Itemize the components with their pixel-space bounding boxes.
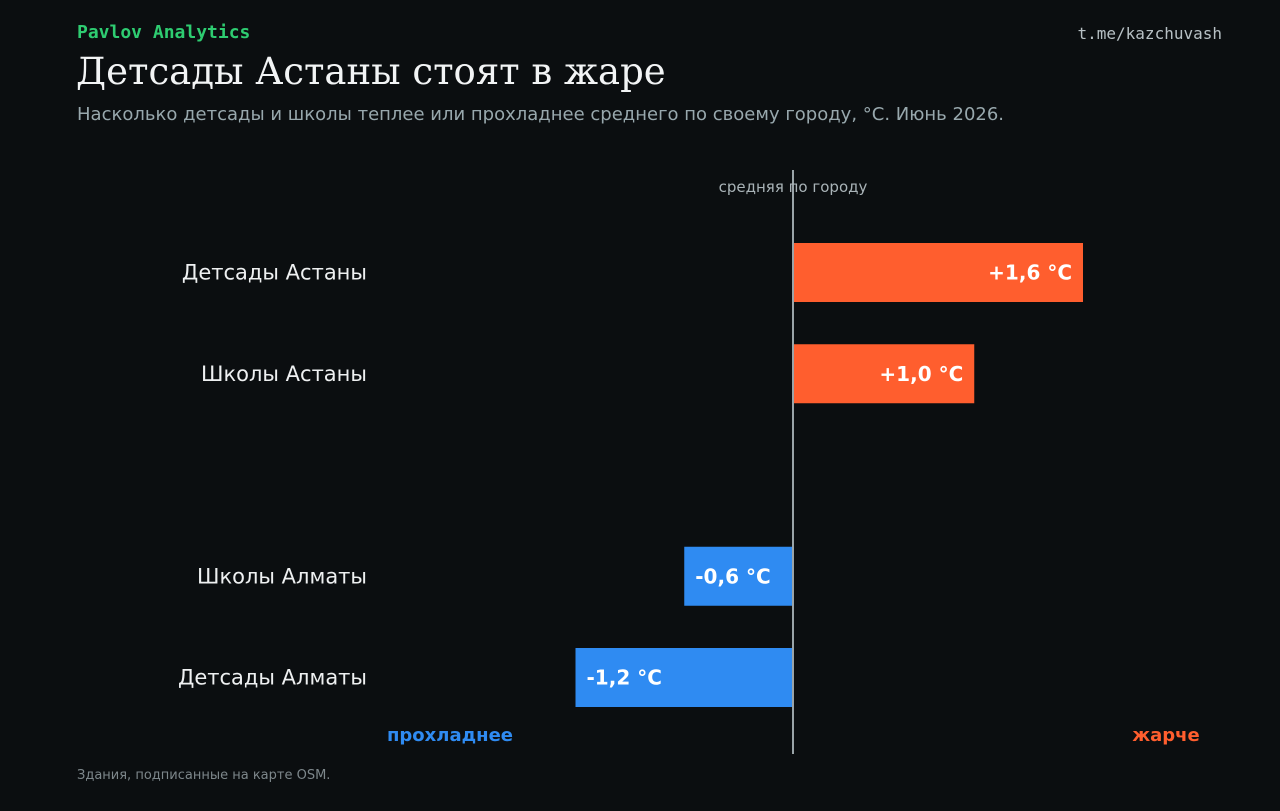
bar-1 xyxy=(793,243,1083,302)
telegram-handle: t.me/kazchuvash xyxy=(1077,24,1223,43)
category-label-4: Школы Алматы xyxy=(197,564,367,588)
bar-4 xyxy=(684,546,793,606)
value-label-2: +1,0 °C xyxy=(879,362,963,386)
average-reference-label: средняя по городу xyxy=(719,178,868,196)
value-label-1: +1,6 °C xyxy=(988,261,1072,285)
category-label-5: Детсады Алматы xyxy=(178,666,367,690)
bar-2 xyxy=(793,344,975,404)
source-footnote: Здания, подписанные на карте OSM. xyxy=(77,768,331,783)
value-label-5: -1,2 °C xyxy=(587,666,662,690)
category-label-1: Детсады Астаны xyxy=(182,261,367,285)
bar-5 xyxy=(575,648,793,707)
cooler-direction-label: прохладнее xyxy=(387,725,513,746)
page-subtitle: Насколько детсады и школы теплее или про… xyxy=(77,104,1005,125)
category-label-2: Школы Астаны xyxy=(201,362,367,386)
value-label-4: -0,6 °C xyxy=(695,564,770,588)
brand-name: Pavlov Analytics xyxy=(77,22,251,43)
page-title: Детсады Астаны стоят в жаре xyxy=(76,50,666,93)
hotter-direction-label: жарче xyxy=(1132,725,1200,746)
